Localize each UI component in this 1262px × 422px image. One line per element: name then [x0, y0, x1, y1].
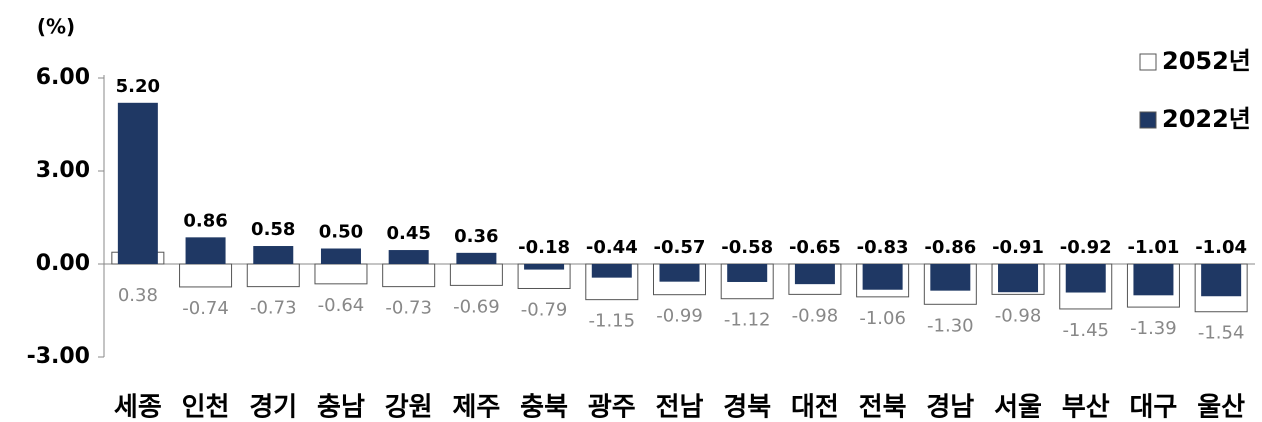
bar-2022: [998, 264, 1039, 293]
y-axis-label: (%): [37, 15, 75, 39]
value-label-2052: -1.45: [1062, 320, 1109, 341]
value-label-2022: 5.20: [116, 76, 160, 97]
value-label-2022: 0.86: [183, 210, 227, 231]
bar-2052: [246, 263, 300, 288]
value-label-2052: 0.38: [118, 285, 158, 306]
bar-2022: [794, 264, 835, 285]
value-label-2052: -0.98: [792, 305, 839, 326]
legend-swatch: [1139, 53, 1157, 71]
x-tick-label: 광주: [588, 393, 636, 422]
value-label-2022: -1.04: [1195, 237, 1247, 258]
value-label-2022: -0.92: [1060, 237, 1112, 258]
x-tick-label: 경기: [249, 393, 297, 422]
value-label-2052: -0.64: [318, 295, 365, 316]
x-tick-label: 세종: [114, 393, 162, 422]
bar-2052: [179, 263, 233, 288]
value-label-2022: -0.65: [789, 237, 841, 258]
value-label-2052: -0.74: [182, 298, 229, 319]
y-tick-label: -3.00: [27, 344, 90, 369]
x-tick-label: 울산: [1197, 393, 1245, 422]
x-tick-label: 전남: [656, 393, 704, 422]
x-tick-label: 강원: [385, 393, 433, 422]
value-label-2052: -1.15: [589, 311, 636, 332]
bar-2022: [862, 264, 903, 290]
x-tick-label: 부산: [1062, 393, 1110, 422]
bar-2022: [659, 264, 700, 282]
value-label-2022: -0.18: [518, 237, 570, 258]
value-label-2022: 0.50: [319, 222, 363, 243]
legend-swatch: [1139, 111, 1157, 129]
value-label-2052: -1.39: [1130, 318, 1177, 339]
bar-2022: [930, 264, 971, 291]
bar-2022: [1065, 264, 1106, 293]
value-label-2052: -0.73: [385, 298, 432, 319]
bar-2022: [456, 252, 497, 264]
y-tick-label: 0.00: [36, 251, 90, 276]
x-tick-label: 경남: [926, 393, 974, 422]
bar-2022: [1133, 264, 1174, 296]
legend-label: 2022년: [1162, 105, 1251, 133]
x-tick-label: 전북: [859, 393, 907, 422]
value-label-2022: 0.58: [251, 219, 295, 240]
bar-2022: [117, 102, 158, 264]
value-label-2052: -0.79: [521, 299, 568, 320]
value-label-2052: -1.12: [724, 310, 771, 331]
bar-2052: [314, 263, 368, 285]
value-label-2052: -0.69: [453, 296, 500, 317]
value-label-2052: -0.99: [656, 306, 703, 327]
value-label-2022: -0.44: [586, 237, 638, 258]
value-label-2052: -1.30: [927, 315, 974, 336]
x-tick-label: 충남: [317, 393, 365, 422]
value-label-2052: -1.54: [1198, 323, 1245, 344]
value-label-2022: -0.58: [721, 237, 773, 258]
bar-2022: [185, 237, 226, 264]
value-label-2052: -0.98: [995, 305, 1042, 326]
x-tick-label: 경북: [723, 393, 771, 422]
y-tick-label: 6.00: [36, 65, 90, 90]
x-tick-label: 대구: [1130, 393, 1178, 422]
bar-2022: [591, 264, 632, 278]
x-tick-label: 대전: [791, 393, 839, 422]
x-tick-label: 인천: [182, 393, 230, 422]
bar-2052: [382, 263, 436, 288]
bar-2022: [253, 246, 294, 264]
bar-2022: [524, 264, 565, 270]
bar-2022: [1201, 264, 1242, 297]
x-tick-label: 충북: [520, 393, 568, 422]
value-label-2022: -1.01: [1127, 237, 1179, 258]
value-label-2022: -0.86: [924, 237, 976, 258]
value-label-2022: -0.57: [654, 237, 706, 258]
bar-2022: [388, 250, 429, 264]
value-label-2022: -0.91: [992, 237, 1044, 258]
value-label-2052: -0.73: [250, 298, 297, 319]
legend-label: 2052년: [1162, 47, 1251, 75]
bar-2052: [449, 263, 503, 286]
value-label-2022: -0.83: [857, 237, 909, 258]
value-label-2052: -1.06: [859, 308, 906, 329]
x-tick-label: 제주: [452, 393, 500, 422]
value-label-2022: 0.36: [454, 226, 498, 247]
bar-2022: [320, 248, 361, 264]
x-tick-label: 서울: [994, 393, 1042, 422]
y-tick-label: 3.00: [36, 158, 90, 183]
value-label-2022: 0.45: [386, 223, 430, 244]
bar-2022: [727, 264, 768, 282]
